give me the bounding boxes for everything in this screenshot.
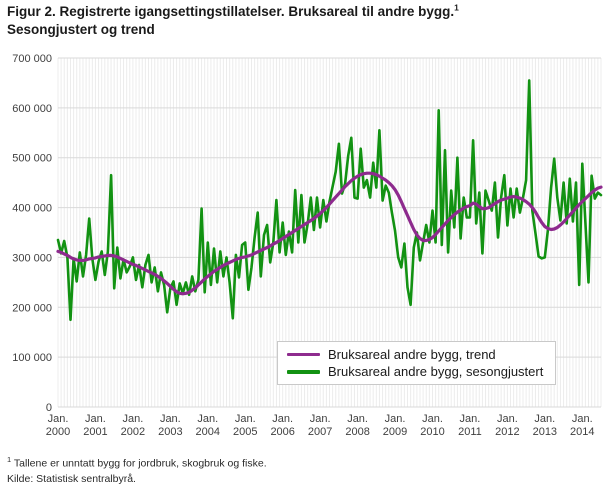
footnote-1-text: Tallene er unntatt bygg for jordbruk, sk… — [11, 457, 267, 470]
seasonal-line-swatch — [287, 369, 320, 374]
title-footnote-marker: 1 — [454, 2, 459, 13]
seasonally-adjusted-line — [56, 79, 603, 322]
x-tick-year-label: 2004 — [196, 426, 220, 438]
y-tick-label: 700 000 — [12, 53, 52, 65]
x-tick-year-label: 2000 — [46, 426, 70, 438]
x-tick-month-label: Jan. — [197, 413, 218, 425]
figure-title-line1: Figur 2. Registrerte igangsettingstillat… — [7, 4, 455, 19]
x-tick-month-label: Jan. — [385, 413, 406, 425]
x-tick-year-label: 2013 — [533, 426, 557, 438]
y-tick-label: 600 000 — [12, 103, 52, 115]
y-tick-label: 400 000 — [12, 203, 52, 215]
x-tick-month-label: Jan. — [272, 413, 293, 425]
figure-title-line2: Sesongjustert og trend — [7, 21, 155, 37]
x-tick-month-label: Jan. — [460, 413, 481, 425]
footnotes: 1 Tallene er unntatt bygg for jordbruk, … — [7, 455, 267, 487]
trend-line-swatch — [287, 352, 320, 356]
footnote-1-marker: 1 — [7, 455, 12, 464]
footnote-1: 1 Tallene er unntatt bygg for jordbruk, … — [7, 455, 267, 472]
y-tick-label: 300 000 — [12, 252, 52, 264]
x-tick-year-label: 2006 — [270, 426, 294, 438]
legend-label-trend: Bruksareal andre bygg, trend — [328, 346, 496, 362]
x-tick-month-label: Jan. — [160, 413, 181, 425]
x-tick-year-label: 2011 — [458, 426, 482, 438]
x-tick-year-label: 2001 — [83, 426, 107, 438]
x-tick-year-label: 2002 — [121, 426, 145, 438]
x-tick-year-label: 2009 — [383, 426, 407, 438]
legend-label-seasonal: Bruksareal andre bygg, sesongjustert — [328, 364, 544, 380]
x-tick-month-label: Jan. — [310, 413, 331, 425]
x-tick-month-label: Jan. — [235, 413, 256, 425]
y-tick-label: 0 — [46, 402, 52, 414]
y-tick-label: 500 000 — [12, 153, 52, 165]
x-tick-year-label: 2010 — [420, 426, 444, 438]
figure-title: Figur 2. Registrerte igangsettingstillat… — [7, 3, 605, 38]
x-tick-year-label: 2007 — [308, 426, 332, 438]
x-tick-month-label: Jan. — [572, 413, 593, 425]
x-tick-month-label: Jan. — [347, 413, 368, 425]
chart-legend: Bruksareal andre bygg, trend Bruksareal … — [277, 341, 556, 385]
x-tick-month-label: Jan. — [85, 413, 106, 425]
legend-item-trend: Bruksareal andre bygg, trend — [287, 347, 546, 362]
source-line: Kilde: Statistisk sentralbyrå. — [7, 472, 136, 485]
x-tick-year-label: 2005 — [233, 426, 257, 438]
y-tick-label: 200 000 — [12, 302, 52, 314]
x-tick-month-label: Jan. — [422, 413, 443, 425]
y-tick-label: 100 000 — [12, 352, 52, 364]
x-tick-year-label: 2014 — [570, 426, 594, 438]
x-tick-month-label: Jan. — [497, 413, 518, 425]
x-tick-month-label: Jan. — [48, 413, 69, 425]
legend-item-seasonal: Bruksareal andre bygg, sesongjustert — [287, 364, 546, 379]
x-tick-year-label: 2012 — [495, 426, 519, 438]
x-tick-month-label: Jan. — [534, 413, 555, 425]
trend-line — [56, 171, 603, 296]
x-tick-year-label: 2008 — [345, 426, 369, 438]
x-tick-month-label: Jan. — [122, 413, 143, 425]
x-tick-year-label: 2003 — [158, 426, 182, 438]
